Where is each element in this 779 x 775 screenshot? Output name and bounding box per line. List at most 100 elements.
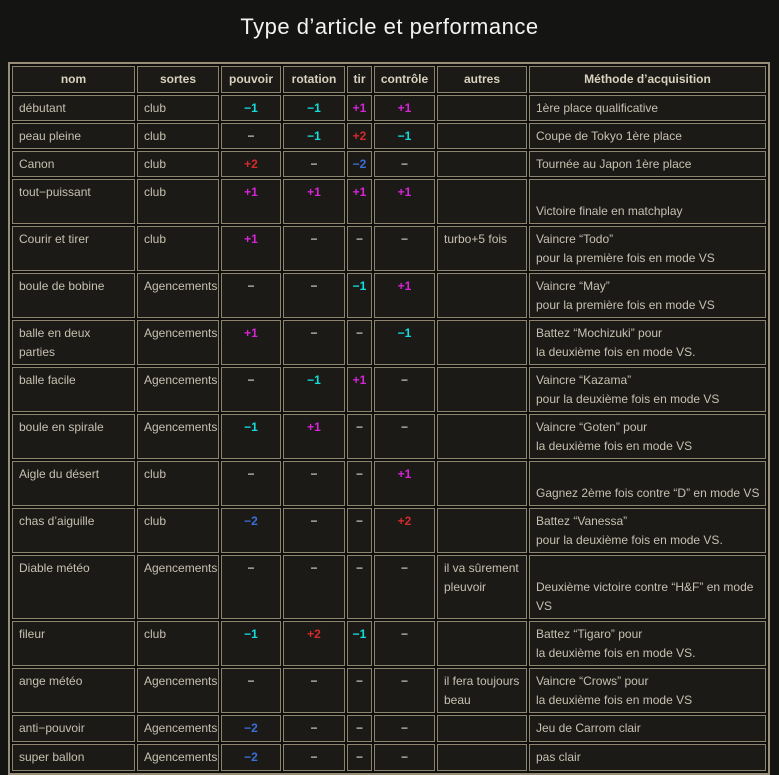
item-type-cell: club (137, 226, 219, 271)
item-name-cell: Canon (12, 151, 135, 177)
item-notes-cell (437, 179, 527, 224)
acquisition-method-cell: Coupe de Tokyo 1ère place (529, 123, 766, 149)
stat-pouvoir-cell: −1 (221, 95, 281, 121)
stat-controle-cell: +1 (374, 179, 435, 224)
item-notes-cell (437, 508, 527, 553)
stat-pouvoir-cell: +1 (221, 179, 281, 224)
stat-pouvoir-cell: − (221, 461, 281, 506)
stat-controle-cell: − (374, 414, 435, 459)
stat-tir-cell: − (347, 715, 372, 742)
item-name-cell: fileur (12, 621, 135, 666)
item-name-cell: balle en deux parties (12, 320, 135, 365)
item-notes-cell: il fera toujours beau (437, 668, 527, 713)
item-notes-cell (437, 715, 527, 742)
header-autres: autres (437, 66, 527, 93)
item-name-cell: boule de bobine (12, 273, 135, 318)
item-name-cell: boule en spirale (12, 414, 135, 459)
acquisition-method-cell: Jeu de Carrom clair (529, 715, 766, 742)
acquisition-method-cell: Vaincre “Crows” pour la deuxième fois en… (529, 668, 766, 713)
item-type-cell: club (137, 508, 219, 553)
item-type-cell: Agencements (137, 555, 219, 619)
item-notes-cell (437, 320, 527, 365)
stat-pouvoir-cell: − (221, 668, 281, 713)
page-title: Type d’article et performance (240, 14, 539, 39)
item-notes-cell: il va sûrement pleuvoir (437, 555, 527, 619)
stat-controle-cell: − (374, 715, 435, 742)
stat-controle-cell: +1 (374, 461, 435, 506)
stat-controle-cell: − (374, 555, 435, 619)
item-name-cell: chas d’aiguille (12, 508, 135, 553)
item-name-cell: débutant (12, 95, 135, 121)
header-nom: nom (12, 66, 135, 93)
table-row: Canon club +2− −2− Tournée au Japon 1ère pla… (12, 151, 766, 177)
stat-rotation-cell: − (283, 273, 345, 318)
table-row: balle facile Agencements − −1 +1− Vaincre “Ka… (12, 367, 766, 412)
item-name-cell: Diable météo (12, 555, 135, 619)
item-notes-cell (437, 744, 527, 771)
acquisition-method-cell: pas clair (529, 744, 766, 771)
acquisition-method-cell: Battez “Mochizuki” pour la deuxième fois… (529, 320, 766, 365)
stat-tir-cell: − (347, 508, 372, 553)
item-type-cell: club (137, 621, 219, 666)
stat-rotation-cell: − (283, 668, 345, 713)
table-header-row: nom sortes pouvoir rotation tir contrôle… (12, 66, 766, 93)
acquisition-method-cell: Vaincre “Goten” pour la deuxième fois en… (529, 414, 766, 459)
header-methode: Méthode d’acquisition (529, 66, 766, 93)
acquisition-method-cell: Tournée au Japon 1ère place (529, 151, 766, 177)
acquisition-method-cell: Battez “Tigaro” pour la deuxième fois en… (529, 621, 766, 666)
header-rotation: rotation (283, 66, 345, 93)
table-row: fileur club −1 +2 −1− Battez “Tigaro” pour la… (12, 621, 766, 666)
item-name-cell: super ballon (12, 744, 135, 771)
stat-controle-cell: −1 (374, 123, 435, 149)
stat-tir-cell: − (347, 226, 372, 271)
stat-tir-cell: +1 (347, 179, 372, 224)
item-notes-cell (437, 461, 527, 506)
stat-controle-cell: −1 (374, 320, 435, 365)
table-row: Diable météo Agencements − − − − il va sûremen… (12, 555, 766, 619)
stat-pouvoir-cell: +1 (221, 226, 281, 271)
item-notes-cell (437, 151, 527, 177)
stat-pouvoir-cell: −1 (221, 621, 281, 666)
stat-rotation-cell: − (283, 151, 345, 177)
stat-tir-cell: −1 (347, 273, 372, 318)
stat-controle-cell: − (374, 151, 435, 177)
table-row: ange météo Agencements − − − − il fera toujour… (12, 668, 766, 713)
stat-controle-cell: +1 (374, 95, 435, 121)
item-name-cell: tout−puissant (12, 179, 135, 224)
stat-pouvoir-cell: −2 (221, 715, 281, 742)
item-notes-cell (437, 367, 527, 412)
stat-rotation-cell: − (283, 226, 345, 271)
stat-rotation-cell: − (283, 508, 345, 553)
item-type-cell: Agencements (137, 744, 219, 771)
stat-controle-cell: − (374, 367, 435, 412)
item-name-cell: ange météo (12, 668, 135, 713)
item-type-cell: Agencements (137, 414, 219, 459)
item-notes-cell (437, 95, 527, 121)
header-pouvoir: pouvoir (221, 66, 281, 93)
item-name-cell: peau pleine (12, 123, 135, 149)
acquisition-method-cell: 1ère place qualificative (529, 95, 766, 121)
table-row: boule en spirale Agencements −1 +1− − Vaincre… (12, 414, 766, 459)
stat-tir-cell: −1 (347, 621, 372, 666)
table-row: boule de bobine Agencements − − −1 +1 Vaincre … (12, 273, 766, 318)
table-row: super ballon Agencements −2− − − pas clair (12, 744, 766, 771)
item-type-cell: Agencements (137, 715, 219, 742)
stat-pouvoir-cell: +1 (221, 320, 281, 365)
item-notes-cell (437, 414, 527, 459)
stat-controle-cell: − (374, 744, 435, 771)
stat-tir-cell: − (347, 414, 372, 459)
acquisition-method-cell: Battez “Vanessa” pour la deuxième fois e… (529, 508, 766, 553)
item-type-cell: club (137, 123, 219, 149)
stat-tir-cell: +1 (347, 367, 372, 412)
stat-rotation-cell: +1 (283, 179, 345, 224)
stat-controle-cell: − (374, 621, 435, 666)
table-body: débutant club −1 −1 +1 +1 1ère place qualifica… (12, 95, 766, 771)
acquisition-method-cell: Vaincre “May” pour la première fois en m… (529, 273, 766, 318)
item-notes-cell (437, 123, 527, 149)
item-performance-table: nom sortes pouvoir rotation tir contrôle… (8, 62, 770, 775)
item-type-cell: club (137, 95, 219, 121)
acquisition-method-cell: Vaincre “Todo” pour la première fois en … (529, 226, 766, 271)
stat-rotation-cell: −1 (283, 95, 345, 121)
item-notes-cell (437, 621, 527, 666)
acquisition-method-cell: Deuxième victoire contre “H&F” en mode V… (529, 555, 766, 619)
